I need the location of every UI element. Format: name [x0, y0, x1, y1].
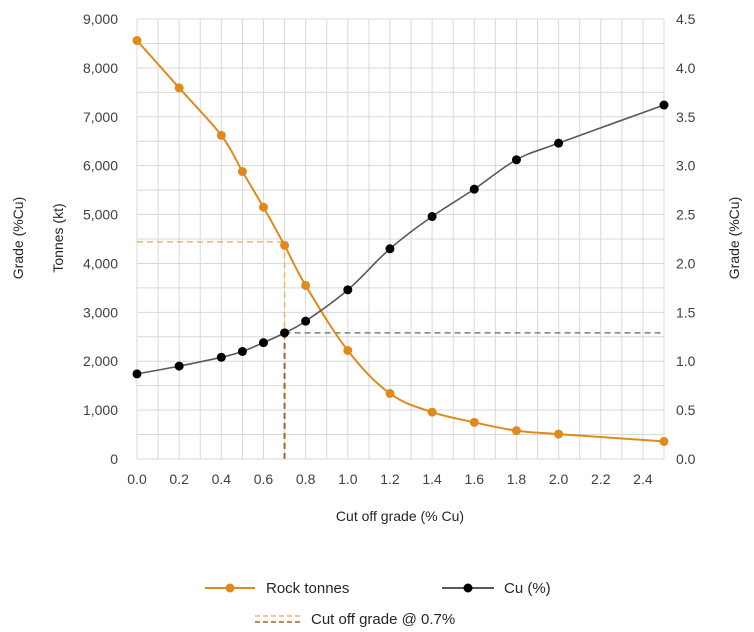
- series-layer: [132, 36, 669, 446]
- x-tick-label: 0.2: [169, 471, 189, 487]
- legend-label-cutoff: Cut off grade @ 0.7%: [311, 611, 455, 628]
- x-axis-label: Cut off grade (% Cu): [336, 508, 464, 524]
- legend-marker-rock-tonnes: [225, 583, 235, 593]
- data-point-cu: [174, 361, 184, 371]
- y-right-tick-label: 4.5: [676, 11, 696, 27]
- x-tick-label: 0.0: [127, 471, 147, 487]
- data-point-cu: [132, 369, 142, 379]
- y-axis-label-right: Grade (%Cu): [726, 197, 742, 279]
- y-right-tick-label: 3.5: [676, 109, 696, 125]
- data-point-cu: [301, 316, 311, 326]
- data-point-cu: [427, 212, 437, 222]
- y-left-tick-label: 7,000: [83, 109, 118, 125]
- y-left-tick-label: 5,000: [83, 207, 118, 223]
- y-right-tick-label: 3.0: [676, 158, 696, 174]
- y-left-tick-label: 3,000: [83, 304, 118, 320]
- data-point-cu: [343, 285, 353, 295]
- data-point-rock-tonnes: [511, 426, 521, 436]
- legend-label-cu: Cu (%): [504, 580, 551, 597]
- x-tick-label: 0.6: [254, 471, 274, 487]
- data-point-cu: [511, 155, 521, 165]
- data-point-rock-tonnes: [469, 417, 479, 427]
- y-left-tick-label: 8,000: [83, 60, 118, 76]
- data-point-rock-tonnes: [427, 407, 437, 417]
- legend-label-rock-tonnes: Rock tonnes: [266, 580, 349, 597]
- y-right-tick-label: 0.5: [676, 402, 696, 418]
- data-point-rock-tonnes: [258, 202, 268, 212]
- y-right-tick-label: 1.0: [676, 353, 696, 369]
- cutoff-lines: [137, 241, 664, 459]
- x-tick-label: 1.2: [380, 471, 400, 487]
- data-point-rock-tonnes: [301, 280, 311, 290]
- x-tick-label: 1.4: [422, 471, 442, 487]
- data-point-rock-tonnes: [554, 429, 564, 439]
- legend-item-cu: Cu (%): [442, 580, 551, 597]
- y-axis-label-outer: Grade (%Cu): [10, 197, 26, 279]
- x-tick-label: 1.8: [507, 471, 527, 487]
- x-tick-label: 0.4: [212, 471, 232, 487]
- data-point-cu: [258, 338, 268, 348]
- data-point-cu: [280, 328, 290, 338]
- data-point-rock-tonnes: [385, 388, 395, 398]
- data-point-cu: [216, 352, 226, 362]
- data-point-rock-tonnes: [280, 240, 290, 250]
- x-tick-label: 1.0: [338, 471, 358, 487]
- data-point-cu: [385, 244, 395, 254]
- x-tick-label: 1.6: [465, 471, 485, 487]
- data-point-rock-tonnes: [659, 436, 669, 446]
- data-point-rock-tonnes: [237, 167, 247, 177]
- data-point-cu: [469, 184, 479, 194]
- data-point-rock-tonnes: [343, 345, 353, 355]
- y-right-tick-label: 2.0: [676, 255, 696, 271]
- y-right-tick-label: 1.5: [676, 304, 696, 320]
- data-point-rock-tonnes: [132, 36, 142, 46]
- y-right-tick-label: 4.0: [676, 60, 696, 76]
- legend-item-rock-tonnes: Rock tonnes: [205, 580, 349, 597]
- y-left-tick-label: 0: [110, 451, 118, 467]
- legend: Rock tonnes Cu (%) Cut off grade @ 0.7%: [205, 580, 551, 628]
- y-right-tick-label: 2.5: [676, 207, 696, 223]
- data-point-rock-tonnes: [216, 130, 226, 140]
- y-left-tick-label: 6,000: [83, 158, 118, 174]
- y-left-tick-label: 4,000: [83, 255, 118, 271]
- y-left-tick-label: 9,000: [83, 11, 118, 27]
- data-point-cu: [554, 138, 564, 148]
- legend-item-cutoff: Cut off grade @ 0.7%: [255, 611, 455, 628]
- y-left-tick-label: 1,000: [83, 402, 118, 418]
- x-tick-label: 2.2: [591, 471, 611, 487]
- legend-marker-cu: [463, 583, 473, 593]
- data-point-cu: [237, 346, 247, 356]
- y-left-tick-label: 2,000: [83, 353, 118, 369]
- x-tick-label: 2.4: [633, 471, 653, 487]
- x-tick-label: 0.8: [296, 471, 316, 487]
- x-tick-label: 2.0: [549, 471, 569, 487]
- data-point-cu: [659, 100, 669, 110]
- y-axis-label-inner: Tonnes (kt): [50, 203, 66, 272]
- grid: [136, 18, 665, 460]
- data-point-rock-tonnes: [174, 83, 184, 93]
- tick-labels: 0.0 0.2 0.4 0.6 0.8 1.0 1.2 1.4 1.6 1.8 2.0 2.2 2.4 0…: [83, 11, 696, 487]
- y-right-tick-label: 0.0: [676, 451, 696, 467]
